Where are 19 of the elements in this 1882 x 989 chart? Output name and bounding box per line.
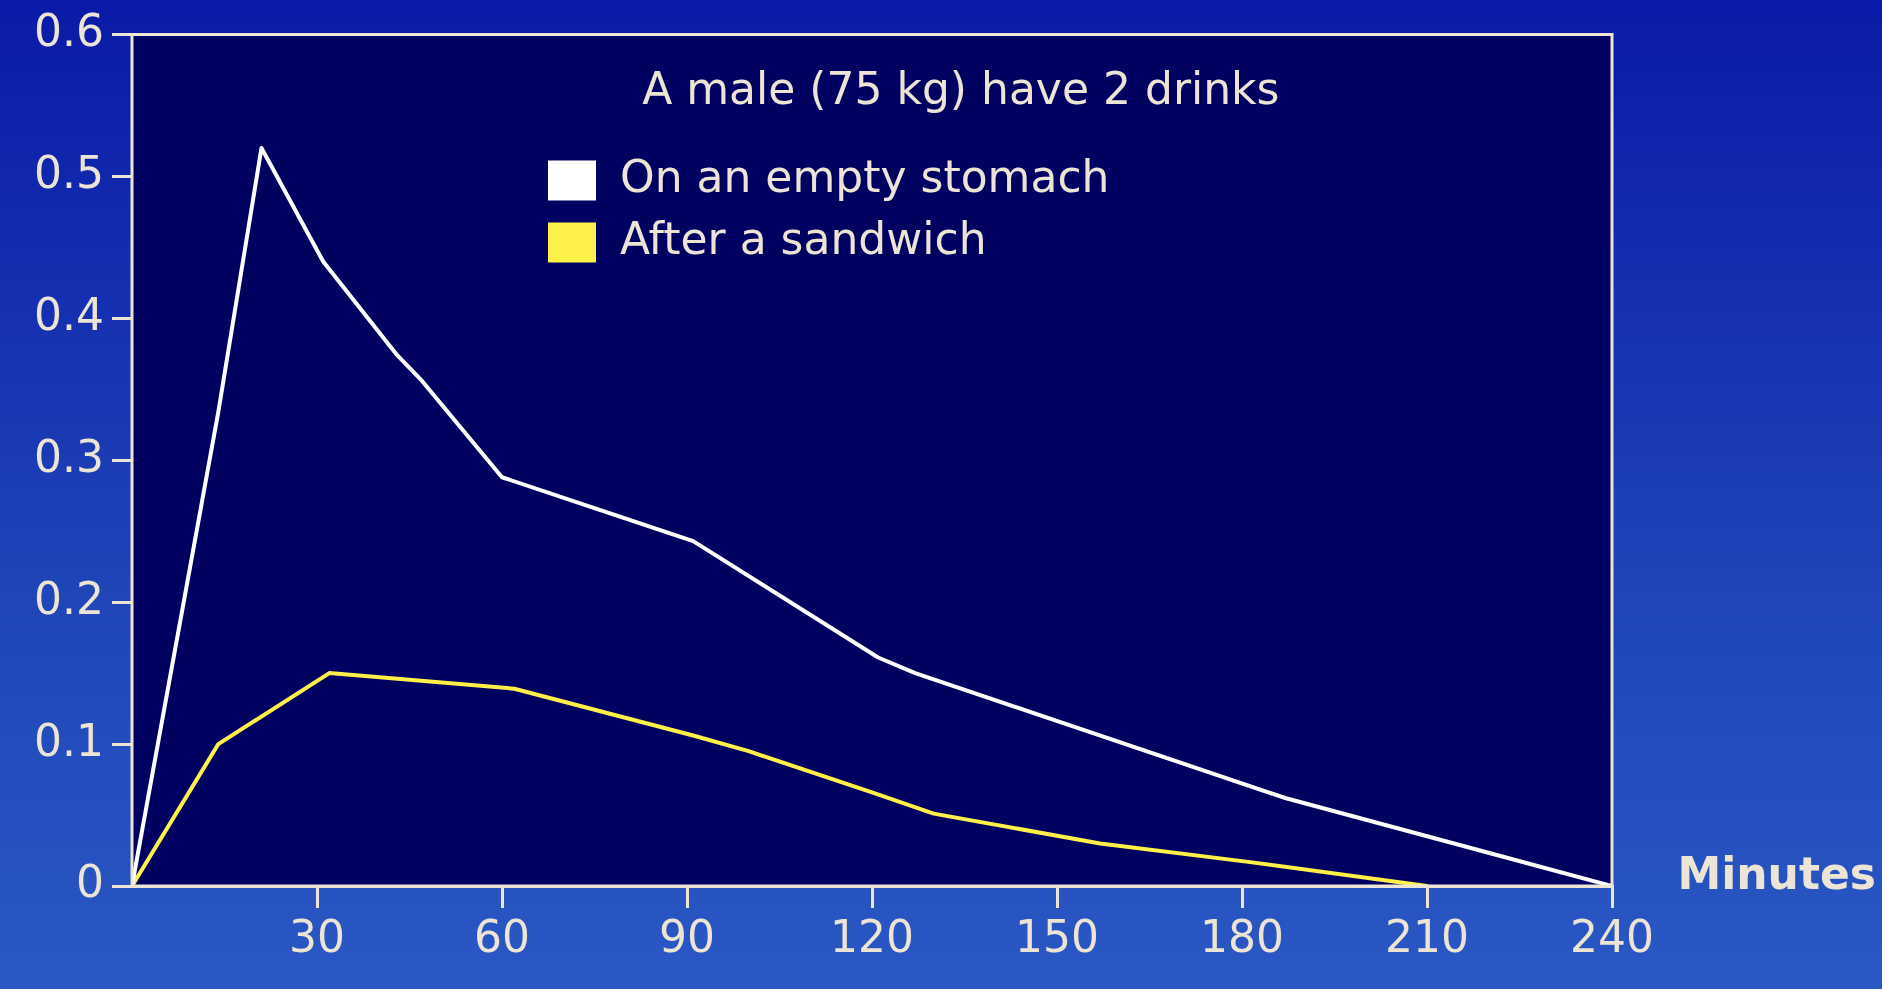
x-tick-label: 60 (474, 910, 530, 962)
x-tick-label: 180 (1200, 910, 1284, 962)
x-tick-label: 90 (659, 910, 715, 962)
x-tick-label: 30 (289, 910, 345, 962)
y-tick-label: 0.2 (34, 572, 104, 624)
y-tick-label: 0.3 (34, 430, 104, 482)
y-tick-label: 0.4 (34, 288, 104, 340)
legend-label: On an empty stomach (620, 150, 1110, 202)
x-tick-label: 210 (1385, 910, 1469, 962)
text: A male (75 kg) have 2 drinks (642, 62, 1280, 114)
x-tick-label: 240 (1570, 910, 1654, 962)
x-tick-label: 120 (830, 910, 914, 962)
y-tick-label: 0 (76, 856, 104, 908)
y-tick-label: 0.6 (34, 4, 104, 56)
legend-label: After a sandwich (620, 212, 987, 264)
y-tick-label: 0.1 (34, 714, 104, 766)
x-axis-title: Minutes (1677, 848, 1876, 900)
x-tick-label: 150 (1015, 910, 1099, 962)
y-tick-label: 0.5 (34, 146, 104, 198)
